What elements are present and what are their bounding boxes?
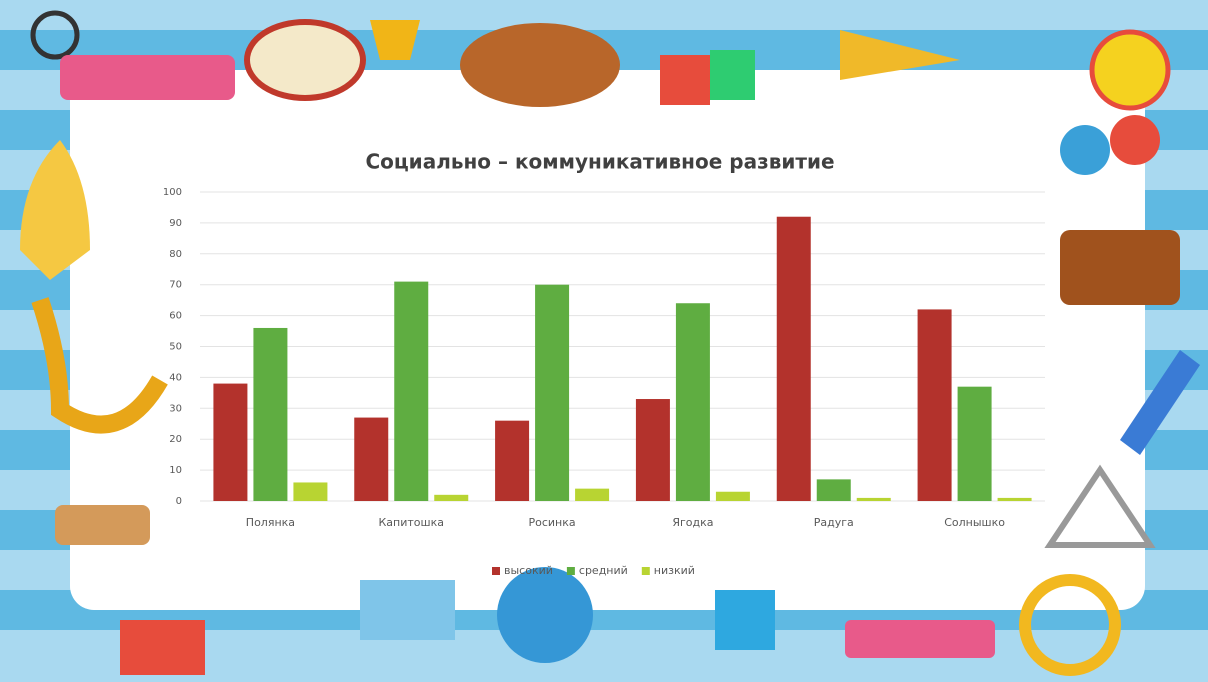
saxophone xyxy=(31,297,168,434)
bar xyxy=(917,309,952,501)
bar xyxy=(434,494,469,501)
y-tick-label: 80 xyxy=(169,249,182,260)
block xyxy=(710,50,755,100)
rocket xyxy=(20,140,90,280)
bar xyxy=(495,420,530,501)
y-tick-label: 90 xyxy=(169,218,182,229)
bar xyxy=(856,497,891,501)
chart-title: Социально – коммуникативное развитие xyxy=(365,150,834,174)
bar xyxy=(776,216,811,501)
bar xyxy=(675,303,710,501)
y-tick-label: 30 xyxy=(169,403,182,414)
x-tick-label: Радуга xyxy=(814,516,854,529)
panel xyxy=(70,70,1145,610)
y-tick-label: 60 xyxy=(169,311,182,322)
maracas xyxy=(1060,125,1110,175)
legend: высокий средний низкий xyxy=(492,564,695,577)
bar xyxy=(816,479,851,501)
x-tick-label: Росинка xyxy=(529,516,576,529)
clock xyxy=(1089,29,1171,111)
bar xyxy=(535,284,570,501)
y-tick-label: 100 xyxy=(163,187,182,198)
x-tick-label: Солнышко xyxy=(944,516,1005,529)
legend-swatch xyxy=(641,567,650,575)
chest xyxy=(1060,230,1180,305)
bar xyxy=(997,497,1032,501)
x-tick-label: Капитошка xyxy=(379,516,444,529)
cup xyxy=(370,20,420,60)
bar xyxy=(253,327,288,501)
test-tubes xyxy=(360,580,455,640)
y-tick-label: 40 xyxy=(169,372,182,383)
legend-label: высокий xyxy=(504,564,553,577)
bar xyxy=(575,488,610,501)
xylophone xyxy=(60,55,235,100)
pencil xyxy=(1120,350,1200,455)
palette xyxy=(55,505,150,545)
block xyxy=(660,55,710,105)
xylophone xyxy=(845,620,995,658)
bar xyxy=(354,417,389,501)
y-tick-label: 10 xyxy=(169,465,182,476)
y-tick-label: 70 xyxy=(169,280,182,291)
cylinder xyxy=(715,590,775,650)
decorations xyxy=(20,10,1200,676)
drum xyxy=(244,19,366,101)
triangle xyxy=(1044,464,1156,548)
x-tick-label: Ягодка xyxy=(672,516,713,529)
drum xyxy=(120,620,205,675)
legend-swatch xyxy=(492,567,500,575)
y-tick-label: 50 xyxy=(169,342,182,353)
bar xyxy=(213,383,248,501)
legend-label: средний xyxy=(579,564,628,577)
globe xyxy=(497,567,593,663)
bar xyxy=(715,491,750,501)
bar xyxy=(635,399,670,501)
trumpet xyxy=(840,30,960,80)
y-tick-label: 0 xyxy=(176,496,182,507)
horn xyxy=(1019,574,1121,676)
maracas xyxy=(1110,115,1160,165)
legend-label: низкий xyxy=(654,564,695,577)
magnifier xyxy=(30,10,80,60)
bar xyxy=(394,281,429,501)
x-tick-label: Полянка xyxy=(246,516,295,529)
bar xyxy=(957,386,992,501)
guitar xyxy=(460,23,620,107)
y-tick-label: 20 xyxy=(169,434,182,445)
bar xyxy=(293,482,328,501)
legend-swatch xyxy=(566,567,575,575)
